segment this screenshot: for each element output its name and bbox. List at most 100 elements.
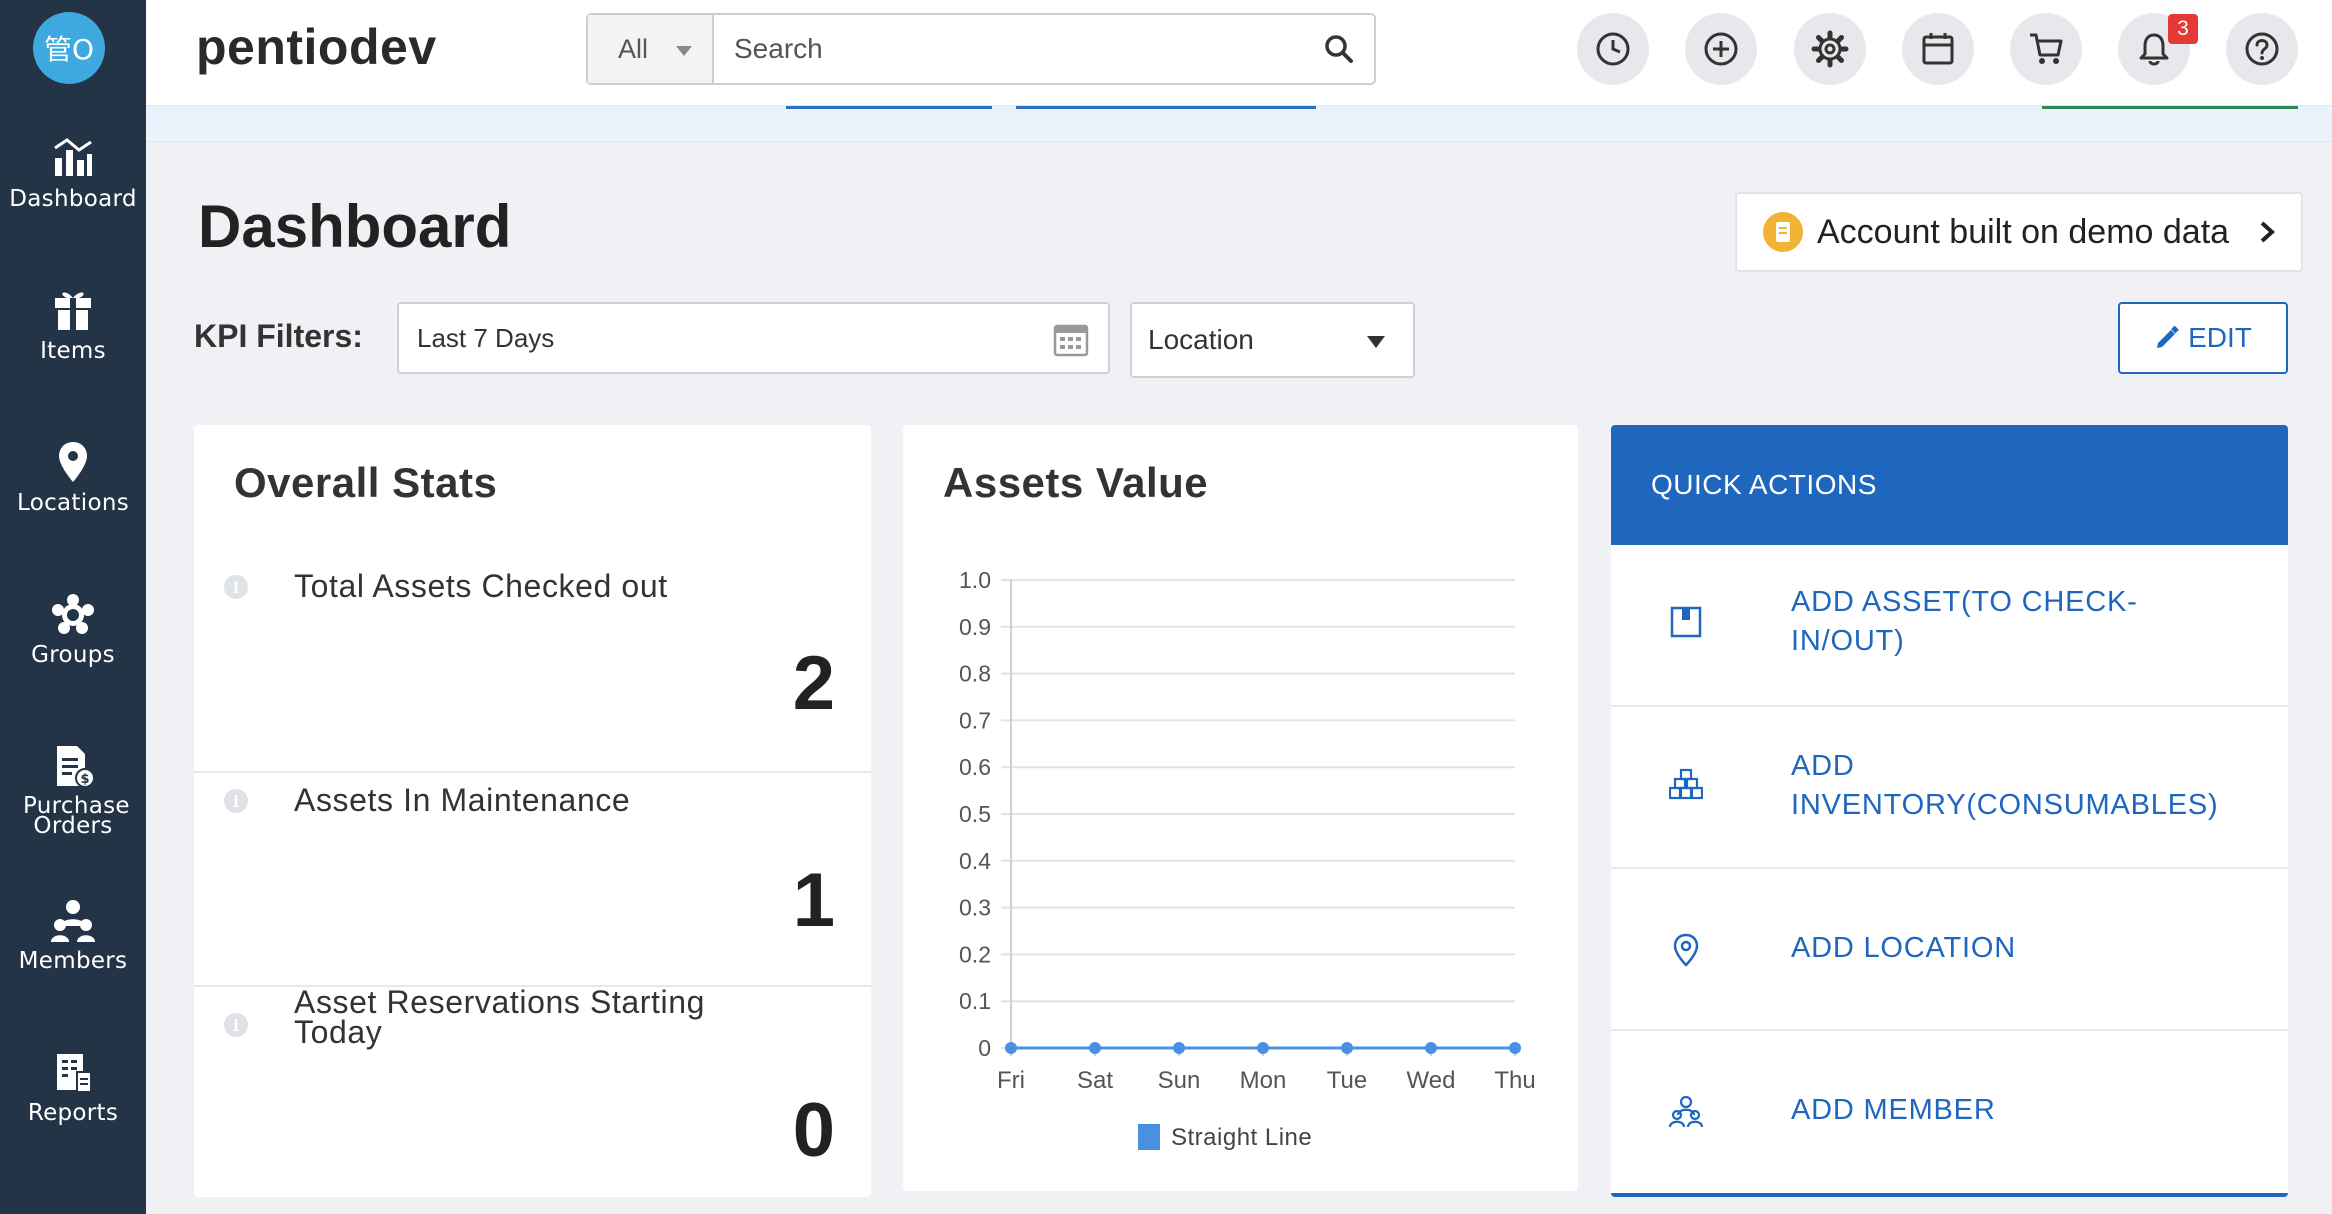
y-tick-label: 1.0: [959, 567, 991, 593]
date-range-value: Last 7 Days: [417, 322, 555, 353]
data-point: [1173, 1042, 1185, 1054]
info-icon[interactable]: i: [224, 575, 248, 599]
chevron-down-icon: [676, 46, 692, 56]
x-tick-label: Tue: [1327, 1067, 1367, 1094]
brand-logo[interactable]: pentiodev: [196, 19, 437, 75]
kpi-filters-label: KPI Filters:: [194, 318, 363, 354]
demo-data-label: Account built on demo data: [1817, 212, 2230, 251]
bell-icon: [2139, 33, 2169, 66]
y-tick-label: 0.6: [959, 754, 991, 780]
assets-value-card: Assets Value 0 0.1 0.2 0.3 0.4 0.5 0.6 0.7 0.8 0.…: [903, 425, 1578, 1191]
quick-action-add-member[interactable]: ADD MEMBER: [1611, 1031, 2288, 1193]
search-input[interactable]: [714, 15, 1304, 83]
sidebar-item-groups[interactable]: Groups: [0, 592, 146, 668]
sidebar-item-dashboard[interactable]: Dashboard: [0, 136, 146, 212]
stat-row-checked-out: i Total Assets Checked out 2: [194, 545, 871, 773]
groups-icon: [52, 594, 94, 634]
quick-action-add-inventory[interactable]: ADD INVENTORY(CONSUMABLES): [1611, 707, 2288, 869]
sidebar-item-items[interactable]: Items: [0, 288, 146, 364]
add-new-button[interactable]: [1685, 13, 1757, 85]
asset-box-icon: [1670, 606, 1702, 638]
sidebar-item-reports[interactable]: Reports: [0, 1050, 146, 1125]
stat-row-reservations: i Asset Reservations Starting Today 0: [194, 984, 871, 1197]
history-button[interactable]: [1577, 13, 1649, 85]
notification-count-badge: 3: [2168, 14, 2198, 44]
demo-data-notice-button[interactable]: Account built on demo data: [1735, 192, 2303, 272]
sub-tab-indicator: [1016, 106, 1316, 109]
location-filter-select[interactable]: Location: [1130, 302, 1415, 378]
y-tick-label: 0.5: [959, 801, 991, 827]
sidebar-item-label: Items: [40, 338, 106, 364]
quick-action-label: ADD ASSET(TO CHECK-IN/OUT): [1791, 586, 2138, 657]
calendar-icon: [1053, 324, 1089, 357]
search-icon: [1325, 35, 1353, 63]
search-bar: All: [586, 13, 1376, 85]
quick-actions-card: QUICK ACTIONS ADD ASSET(TO CHECK-IN/OUT)…: [1611, 425, 2288, 1197]
data-point: [1341, 1042, 1353, 1054]
x-tick-label: Sat: [1077, 1067, 1113, 1094]
help-button[interactable]: [2226, 13, 2298, 85]
stat-value: 2: [792, 641, 835, 726]
sidebar-item-purchase-orders[interactable]: $ Purchase Orders: [0, 744, 146, 839]
x-tick-label: Mon: [1240, 1067, 1287, 1094]
stat-row-maintenance: i Assets In Maintenance 1: [194, 773, 871, 987]
calendar-button[interactable]: [1902, 13, 1974, 85]
info-icon[interactable]: i: [224, 1013, 248, 1037]
stat-value: 1: [792, 858, 835, 943]
date-range-filter[interactable]: Last 7 Days: [397, 302, 1110, 374]
plus-circle-icon: [1704, 32, 1738, 66]
sidebar-item-label: Groups: [31, 642, 115, 668]
y-tick-label: 0.2: [959, 941, 991, 967]
location-filter-value: Location: [1148, 324, 1254, 355]
stat-label: Asset Reservations Starting Today: [294, 984, 706, 1050]
x-tick-label: Fri: [997, 1067, 1025, 1094]
sidebar: 管O Dashboard Items Locations: [0, 0, 146, 1214]
assets-value-chart: 0 0.1 0.2 0.3 0.4 0.5 0.6 0.7 0.8 0.9 1.0 Fri Sat Sun…: [959, 567, 1536, 1151]
x-tick-label: Thu: [1494, 1067, 1535, 1094]
dashboard-icon: [54, 138, 92, 176]
sub-header-strip: [146, 106, 2332, 142]
avatar[interactable]: 管O: [33, 12, 105, 84]
search-button[interactable]: [1304, 15, 1374, 83]
settings-button[interactable]: [1794, 13, 1866, 85]
x-tick-label: Sun: [1158, 1067, 1201, 1094]
info-icon[interactable]: i: [224, 789, 248, 813]
assets-value-title: Assets Value: [943, 459, 1209, 506]
legend-swatch: [1138, 1124, 1160, 1150]
inventory-boxes-icon: [1669, 768, 1703, 800]
edit-label: EDIT: [2188, 322, 2252, 353]
edit-button[interactable]: EDIT: [2118, 302, 2288, 374]
stat-label: Total Assets Checked out: [294, 568, 668, 604]
sidebar-item-locations[interactable]: Locations: [0, 440, 146, 516]
y-tick-label: 0.4: [959, 848, 991, 874]
cart-button[interactable]: [2010, 13, 2082, 85]
sidebar-item-label: Locations: [17, 490, 129, 516]
quick-action-add-location[interactable]: ADD LOCATION: [1611, 869, 2288, 1031]
y-tick-label: 0.1: [959, 988, 991, 1014]
svg-text:$: $: [80, 772, 89, 787]
sub-tab-indicator: [786, 106, 992, 109]
x-tick-label: Wed: [1407, 1067, 1456, 1094]
sidebar-item-members[interactable]: Members: [0, 898, 146, 973]
y-tick-label: 0: [978, 1035, 991, 1061]
gear-icon: [1811, 30, 1849, 68]
dropdown-arrow-icon: [1367, 336, 1385, 348]
sidebar-item-label: Dashboard: [9, 186, 137, 212]
stat-label: Assets In Maintenance: [294, 782, 631, 818]
members-icon: [51, 900, 95, 942]
sidebar-item-label: Purchase Orders: [23, 793, 130, 839]
overall-stats-title: Overall Stats: [234, 459, 498, 506]
page-title: Dashboard: [198, 193, 512, 260]
data-point: [1005, 1042, 1017, 1054]
search-scope-select[interactable]: All: [588, 15, 714, 83]
quick-action-add-asset[interactable]: ADD ASSET(TO CHECK-IN/OUT): [1611, 545, 2288, 707]
help-icon: [2245, 32, 2279, 66]
stat-value: 0: [792, 1088, 835, 1173]
sub-tab-indicator: [2042, 106, 2298, 109]
quick-action-label: ADD INVENTORY(CONSUMABLES): [1791, 750, 2219, 821]
reports-icon: [57, 1054, 92, 1093]
data-point: [1089, 1042, 1101, 1054]
overall-stats-card: Overall Stats i Total Assets Checked out…: [194, 425, 871, 1197]
y-tick-label: 0.8: [959, 661, 991, 687]
y-tick-label: 0.7: [959, 707, 991, 733]
